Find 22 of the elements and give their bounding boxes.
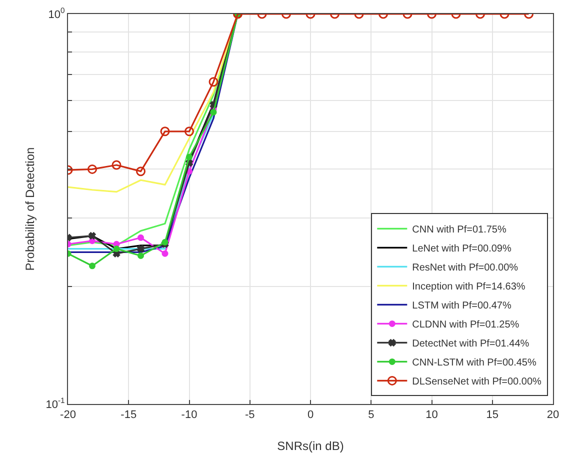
x-tick-label: 5	[368, 409, 374, 422]
legend-label: ResNet with Pf=00.00%	[412, 262, 518, 274]
legend-label: CNN-LSTM with Pf=00.45%	[412, 358, 536, 369]
legend-label: Inception with Pf=14.63%	[412, 282, 526, 293]
y-tick-label: 10$^{0}$	[48, 6, 65, 21]
x-tick-label: -15	[120, 409, 137, 422]
y-axis-title: Probability of Detection	[23, 147, 37, 271]
legend-label: CLDNN with Pf=01.25%	[412, 320, 520, 331]
x-axis-title: SNRs(in dB)	[277, 439, 344, 453]
legend-label: CNN with Pf=01.75%	[412, 224, 506, 236]
y-tick-label: 10$^{-1}$	[46, 396, 65, 411]
x-tick-label: 20	[546, 409, 560, 422]
x-tick-label: -10	[181, 409, 198, 422]
legend-label: LeNet with Pf=00.09%	[412, 244, 512, 255]
legend-label: LSTM with Pf=00.47%	[412, 300, 512, 312]
x-tick-label: 15	[486, 409, 499, 422]
x-tick-label: -5	[244, 409, 255, 422]
x-tick-label: -20	[60, 409, 76, 422]
x-tick-label: 0	[307, 409, 314, 422]
legend-label: DetectNet with Pf=01.44%	[412, 338, 530, 350]
x-tick-label: 10	[426, 409, 438, 422]
legend-label: DLSenseNet with Pf=00.00%	[412, 376, 542, 388]
